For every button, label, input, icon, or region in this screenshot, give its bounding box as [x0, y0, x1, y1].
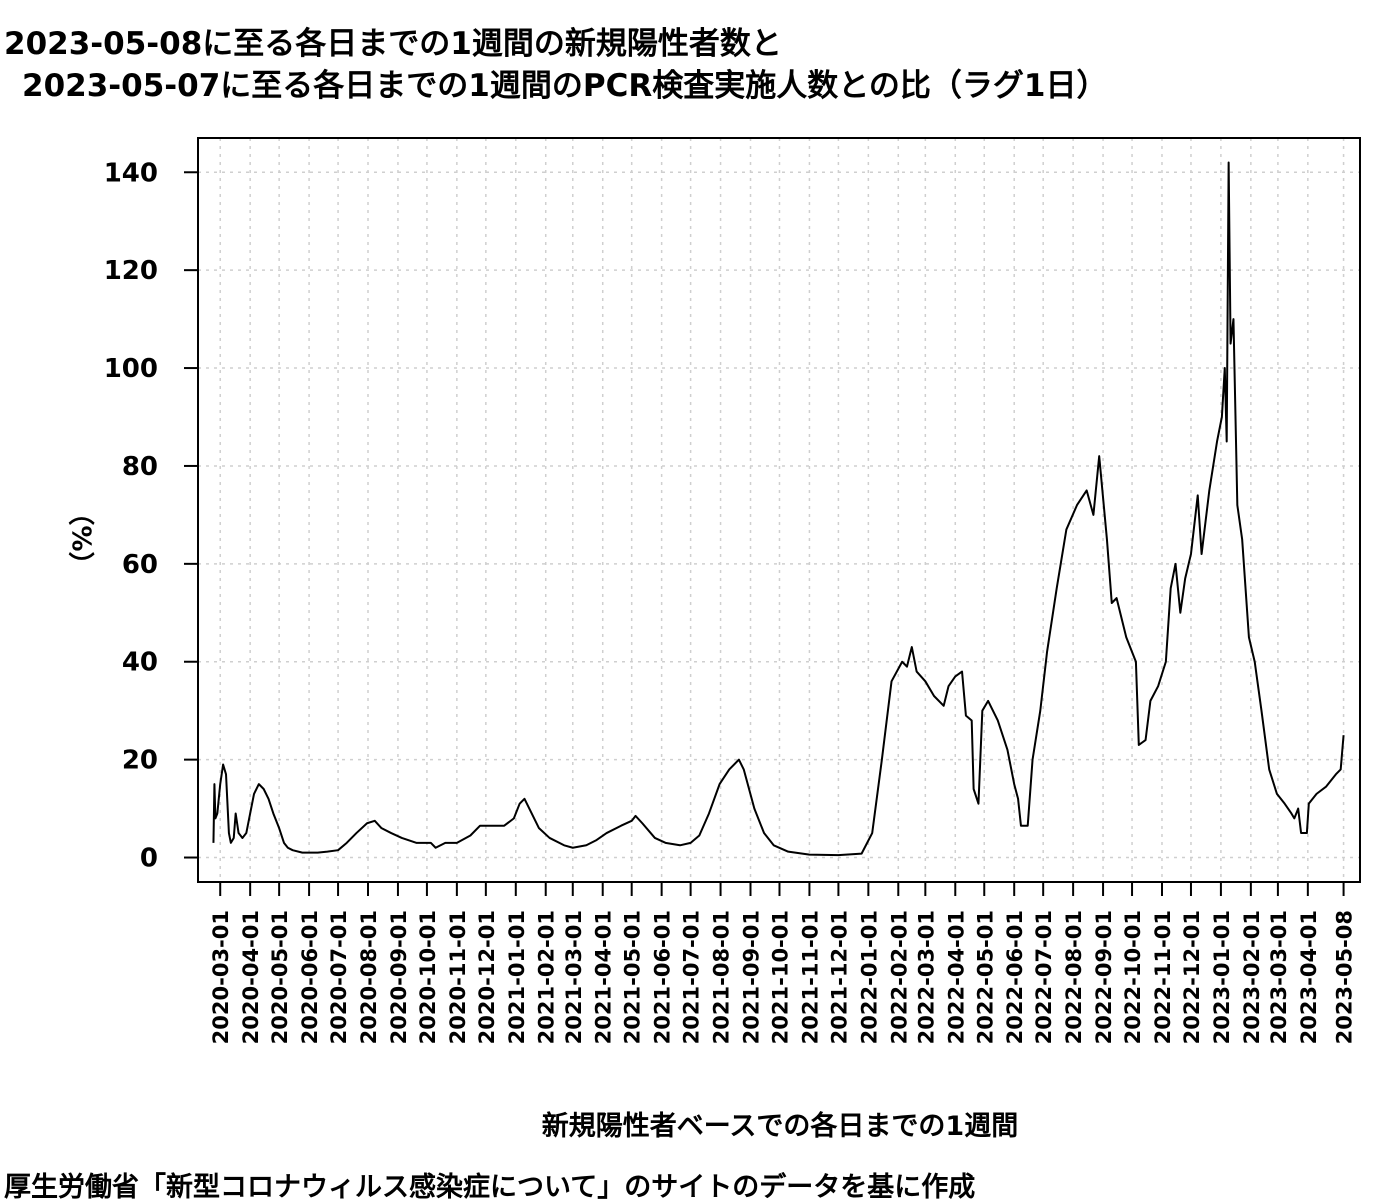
y-tick-label: 40	[122, 648, 158, 678]
x-tick-label: 2021-10-01	[768, 910, 792, 1044]
x-tick-label: 2023-05-08	[1333, 910, 1357, 1044]
y-tick-label: 100	[104, 354, 158, 384]
x-tick-label: 2022-08-01	[1062, 910, 1086, 1044]
y-axis: 0 20 40 60 80 100 120 140	[104, 158, 198, 874]
x-tick-label: 2023-03-01	[1267, 910, 1291, 1044]
x-tick-label: 2023-02-01	[1240, 910, 1264, 1044]
x-tick-label: 2021-06-01	[651, 910, 675, 1044]
x-tick-label: 2020-03-01	[209, 910, 233, 1044]
x-tick-label: 2023-04-01	[1297, 910, 1321, 1044]
x-tick-label: 2022-06-01	[1003, 910, 1027, 1044]
x-tick-label: 2021-09-01	[740, 910, 764, 1044]
x-tick-label: 2020-12-01	[475, 910, 499, 1044]
x-tick-label: 2021-07-01	[680, 910, 704, 1044]
series-layer	[212, 161, 1345, 857]
y-tick-label: 140	[104, 158, 158, 188]
x-tick-label: 2022-03-01	[914, 910, 938, 1044]
x-tick-label: 2021-05-01	[621, 910, 645, 1044]
series-line	[212, 161, 1345, 857]
x-tick-label: 2021-08-01	[710, 910, 734, 1044]
x-tick-label: 2022-09-01	[1092, 910, 1116, 1044]
y-tick-label: 80	[122, 452, 158, 482]
source-caption: 厚生労働省「新型コロナウィルス感染症について」のサイトのデータを基に作成	[4, 1172, 976, 1203]
x-tick-label: 2022-07-01	[1032, 910, 1056, 1044]
chart-title-line2: 2023-05-07に至る各日までの1週間のPCR検査実施人数との比（ラグ1日）	[22, 68, 1108, 104]
x-axis: 2020-03-01 2020-04-01 2020-05-01 2020-06-01…	[209, 882, 1357, 1044]
x-tick-label: 2021-02-01	[535, 910, 559, 1044]
grid	[198, 138, 1360, 882]
x-tick-label: 2020-05-01	[268, 910, 292, 1044]
x-axis-title: 新規陽性者ベースでの各日までの1週間	[541, 1111, 1019, 1142]
x-tick-label: 2020-08-01	[357, 910, 381, 1044]
x-tick-label: 2020-04-01	[239, 910, 263, 1044]
x-tick-label: 2022-01-01	[857, 910, 881, 1044]
x-tick-label: 2021-01-01	[505, 910, 529, 1044]
x-tick-label: 2021-12-01	[827, 910, 851, 1044]
y-tick-label: 60	[122, 550, 158, 580]
x-tick-label: 2022-05-01	[973, 910, 997, 1044]
x-tick-label: 2021-03-01	[562, 910, 586, 1044]
x-tick-label: 2022-02-01	[887, 910, 911, 1044]
x-tick-label: 2021-11-01	[798, 910, 822, 1044]
x-tick-label: 2020-07-01	[327, 910, 351, 1044]
plot-frame	[197, 137, 1361, 883]
y-tick-label: 120	[104, 256, 158, 286]
y-axis-title: （%）	[68, 499, 99, 578]
x-tick-label: 2022-04-01	[944, 910, 968, 1044]
x-tick-label: 2020-09-01	[387, 910, 411, 1044]
x-tick-label: 2022-10-01	[1121, 910, 1145, 1044]
x-tick-label: 2020-10-01	[416, 910, 440, 1044]
x-tick-label: 2023-01-01	[1210, 910, 1234, 1044]
y-tick-label: 20	[122, 746, 158, 776]
x-tick-label: 2020-11-01	[446, 910, 470, 1044]
x-tick-label: 2022-11-01	[1151, 910, 1175, 1044]
x-tick-label: 2022-12-01	[1180, 910, 1204, 1044]
x-tick-label: 2020-06-01	[298, 910, 322, 1044]
chart-title-line1: 2023-05-08に至る各日までの1週間の新規陽性者数と	[4, 26, 782, 62]
x-tick-label: 2021-04-01	[592, 910, 616, 1044]
y-tick-label: 0	[140, 844, 158, 874]
